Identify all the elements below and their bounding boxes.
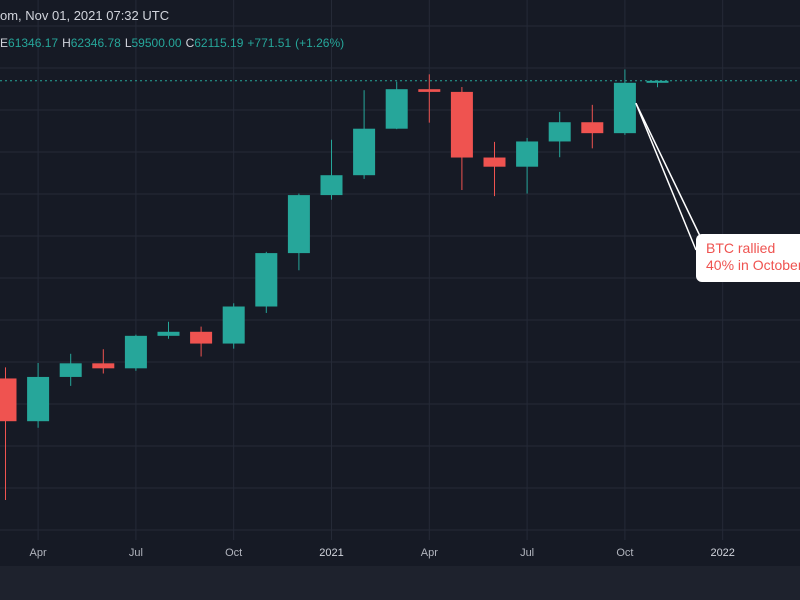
candle [450,87,473,191]
candle-body [92,363,115,369]
candle-body [124,335,147,369]
candle [516,137,539,194]
candle [124,334,147,371]
high-label: H [62,36,71,50]
candle [157,321,180,339]
candle [353,90,376,179]
callout-pointer-edge [635,102,697,251]
candle [59,353,82,386]
change-percent: (+1.26%) [295,36,345,50]
low-value: 59500.00 [131,36,182,50]
x-tick-label: Jul [128,547,143,559]
candle [287,193,310,271]
candle-body [548,122,571,142]
annotation-line-1: BTC rallied [706,240,776,256]
open-value: 61346.17 [8,36,59,50]
candle [255,251,278,313]
candle-body [320,175,343,196]
candle [27,363,50,428]
change-value: +771.51 [247,36,292,50]
candle-body [157,331,180,336]
x-tick-label: Apr [29,547,47,559]
annotation-line-2: 40% in October [706,257,800,273]
candle-body [581,122,604,134]
x-tick-label: 2021 [319,547,344,559]
candle [418,74,441,123]
candle-body [255,253,278,307]
candle-body [613,82,636,134]
candle [646,80,669,88]
x-tick-label: Oct [616,547,634,559]
candles-group [0,69,669,500]
candle [548,111,571,158]
low-label: L [124,36,132,50]
candle-body [516,141,539,167]
callout-pointer [635,102,701,237]
candle [613,69,636,135]
candle [483,141,506,197]
candle-body [353,128,376,176]
candle-body [59,363,82,377]
x-tick-label: Oct [225,547,243,559]
x-tick-label: Apr [420,547,438,559]
grid-lines [0,0,800,540]
candle-body [0,378,17,422]
symbol-title: om, Nov 01, 2021 07:32 UTC [0,8,170,23]
candle [581,104,604,149]
x-tick-label: 2022 [710,547,735,559]
candle-body [385,89,408,129]
close-label: C [185,36,195,50]
candle-body [483,157,506,167]
candle [0,367,17,500]
chart-title: om, Nov 01, 2021 07:32 UTC [0,6,169,26]
candle-body [418,89,441,92]
candle-body [222,306,245,344]
candle-body [27,376,50,422]
ohlc-legend: E61346.17 H62346.78 L59500.00 C62115.19 +771… [0,34,344,52]
close-value: 62115.19 [194,36,244,50]
x-tick-label: Jul [520,547,535,559]
candle [190,326,213,357]
high-value: 62346.78 [70,36,121,50]
time-axis-bar[interactable] [0,566,800,600]
candle-body [450,91,473,158]
annotation-callout[interactable]: BTC rallied 40% in October [696,234,800,282]
candle-body [287,195,310,254]
candle [92,349,115,374]
candle-body [646,80,669,83]
candle [222,303,245,349]
chart-canvas[interactable] [0,0,800,566]
candle [385,81,408,130]
candle [320,139,343,200]
open-label: E [0,36,9,50]
candle-body [190,331,213,344]
